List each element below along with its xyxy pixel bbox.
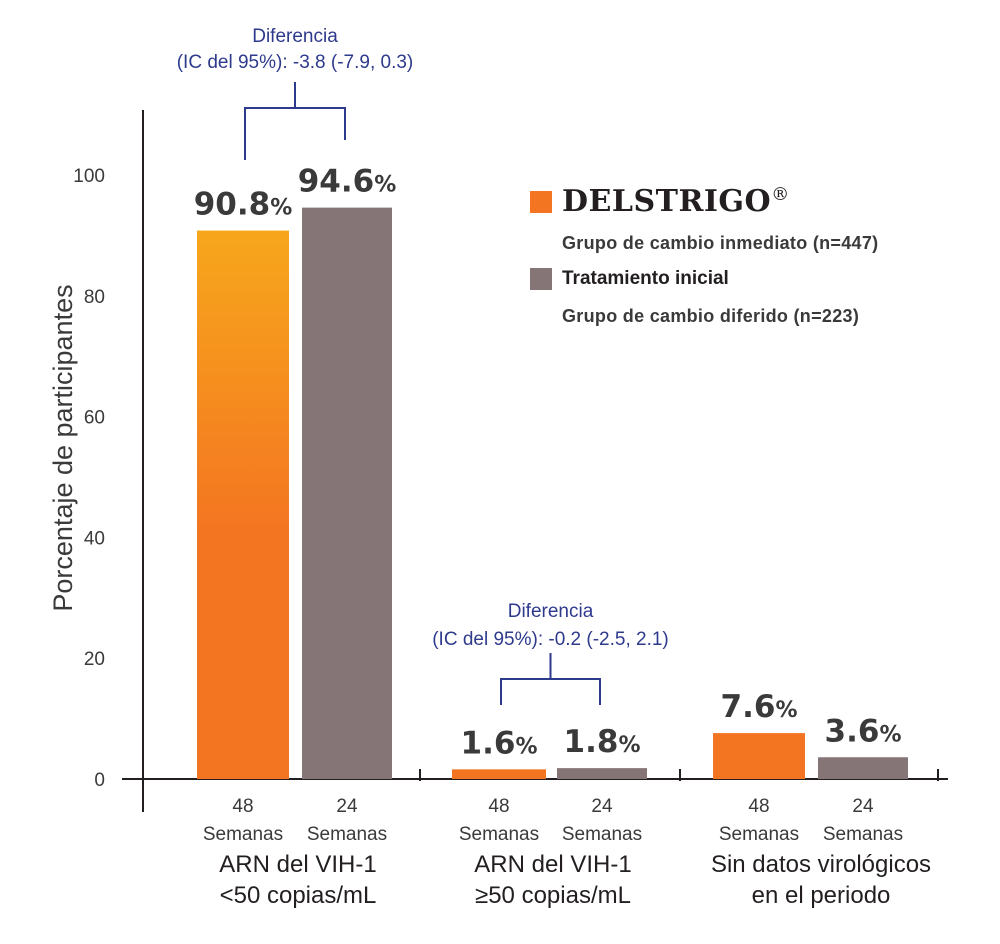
bar bbox=[818, 757, 908, 779]
legend-other-sub: Grupo de cambio diferido (n=223) bbox=[562, 306, 860, 326]
x-tick-unit: Semanas bbox=[307, 824, 387, 845]
x-tick-week: 24 bbox=[336, 796, 358, 817]
data-label-percent: % bbox=[374, 173, 396, 198]
bar bbox=[713, 733, 805, 779]
data-label-percent: % bbox=[270, 196, 292, 221]
y-axis-label: Porcentaje de participantes bbox=[48, 284, 78, 611]
data-label-percent: % bbox=[775, 698, 797, 723]
data-label: 94.6% bbox=[298, 164, 397, 200]
difference-title: Diferencia bbox=[508, 601, 594, 622]
y-tick-label: 80 bbox=[84, 287, 105, 308]
data-label-number: 3.6 bbox=[825, 713, 880, 749]
y-tick-label: 0 bbox=[94, 770, 105, 791]
legend-item-tratamiento: Tratamiento inicial bbox=[530, 268, 990, 290]
data-label-percent: % bbox=[879, 722, 901, 747]
y-tick-label: 100 bbox=[73, 166, 105, 187]
legend-other-label: Tratamiento inicial bbox=[562, 268, 729, 289]
x-tick-week: 24 bbox=[591, 796, 613, 817]
x-tick-unit: Semanas bbox=[562, 824, 642, 845]
legend-swatch-orange bbox=[530, 190, 552, 213]
bar bbox=[302, 207, 392, 780]
difference-bracket bbox=[500, 653, 601, 705]
x-tick-week: 48 bbox=[232, 796, 253, 817]
x-tick-week: 24 bbox=[852, 796, 874, 817]
y-tick-label: 60 bbox=[84, 408, 105, 429]
data-label: 1.6% bbox=[461, 725, 538, 761]
data-label-number: 94.6 bbox=[298, 164, 375, 200]
legend-brand-sub: Grupo de cambio inmediato (n=447) bbox=[562, 233, 879, 253]
data-label: 3.6% bbox=[825, 713, 902, 749]
x-tick-unit: Semanas bbox=[719, 824, 799, 845]
difference-ci: (IC del 95%): -0.2 (-2.5, 2.1) bbox=[432, 629, 669, 650]
data-label-number: 90.8 bbox=[194, 187, 271, 223]
data-label: 1.8% bbox=[564, 724, 641, 760]
group-label-line1: ARN del VIH-1 bbox=[474, 851, 631, 878]
x-tick-week: 48 bbox=[748, 796, 769, 817]
data-label-number: 1.6 bbox=[461, 725, 516, 761]
group-label-line2: ≥50 copias/mL bbox=[475, 882, 631, 909]
x-tick-unit: Semanas bbox=[823, 824, 903, 845]
data-label: 90.8% bbox=[194, 187, 293, 223]
legend: DELSTRIGO® Grupo de cambio inmediato (n=… bbox=[530, 184, 990, 327]
registered-mark: ® bbox=[771, 184, 790, 205]
difference-bracket bbox=[244, 82, 346, 160]
x-tick-week: 48 bbox=[488, 796, 509, 817]
data-label: 7.6% bbox=[721, 689, 798, 725]
y-tick-label: 20 bbox=[84, 649, 105, 670]
x-tick-unit: Semanas bbox=[459, 824, 539, 845]
bar bbox=[197, 230, 289, 779]
legend-item-delstrigo: DELSTRIGO® bbox=[530, 184, 990, 219]
y-tick-label: 40 bbox=[84, 528, 105, 549]
data-label-number: 1.8 bbox=[564, 724, 619, 760]
group-label-line2: <50 copias/mL bbox=[220, 882, 377, 909]
group-label-line1: Sin datos virológicos bbox=[711, 851, 931, 878]
bar bbox=[557, 768, 647, 779]
bar bbox=[452, 769, 546, 779]
group-label-line1: ARN del VIH-1 bbox=[219, 851, 376, 878]
data-label-percent: % bbox=[618, 733, 640, 758]
data-label-number: 7.6 bbox=[721, 689, 776, 725]
difference-ci: (IC del 95%): -3.8 (-7.9, 0.3) bbox=[177, 52, 414, 73]
difference-title: Diferencia bbox=[252, 26, 338, 47]
x-tick-unit: Semanas bbox=[203, 824, 283, 845]
legend-swatch-gray bbox=[530, 268, 552, 290]
group-label-line2: en el periodo bbox=[752, 882, 891, 909]
legend-brand: DELSTRIGO® bbox=[562, 184, 790, 219]
data-label-percent: % bbox=[515, 734, 537, 759]
